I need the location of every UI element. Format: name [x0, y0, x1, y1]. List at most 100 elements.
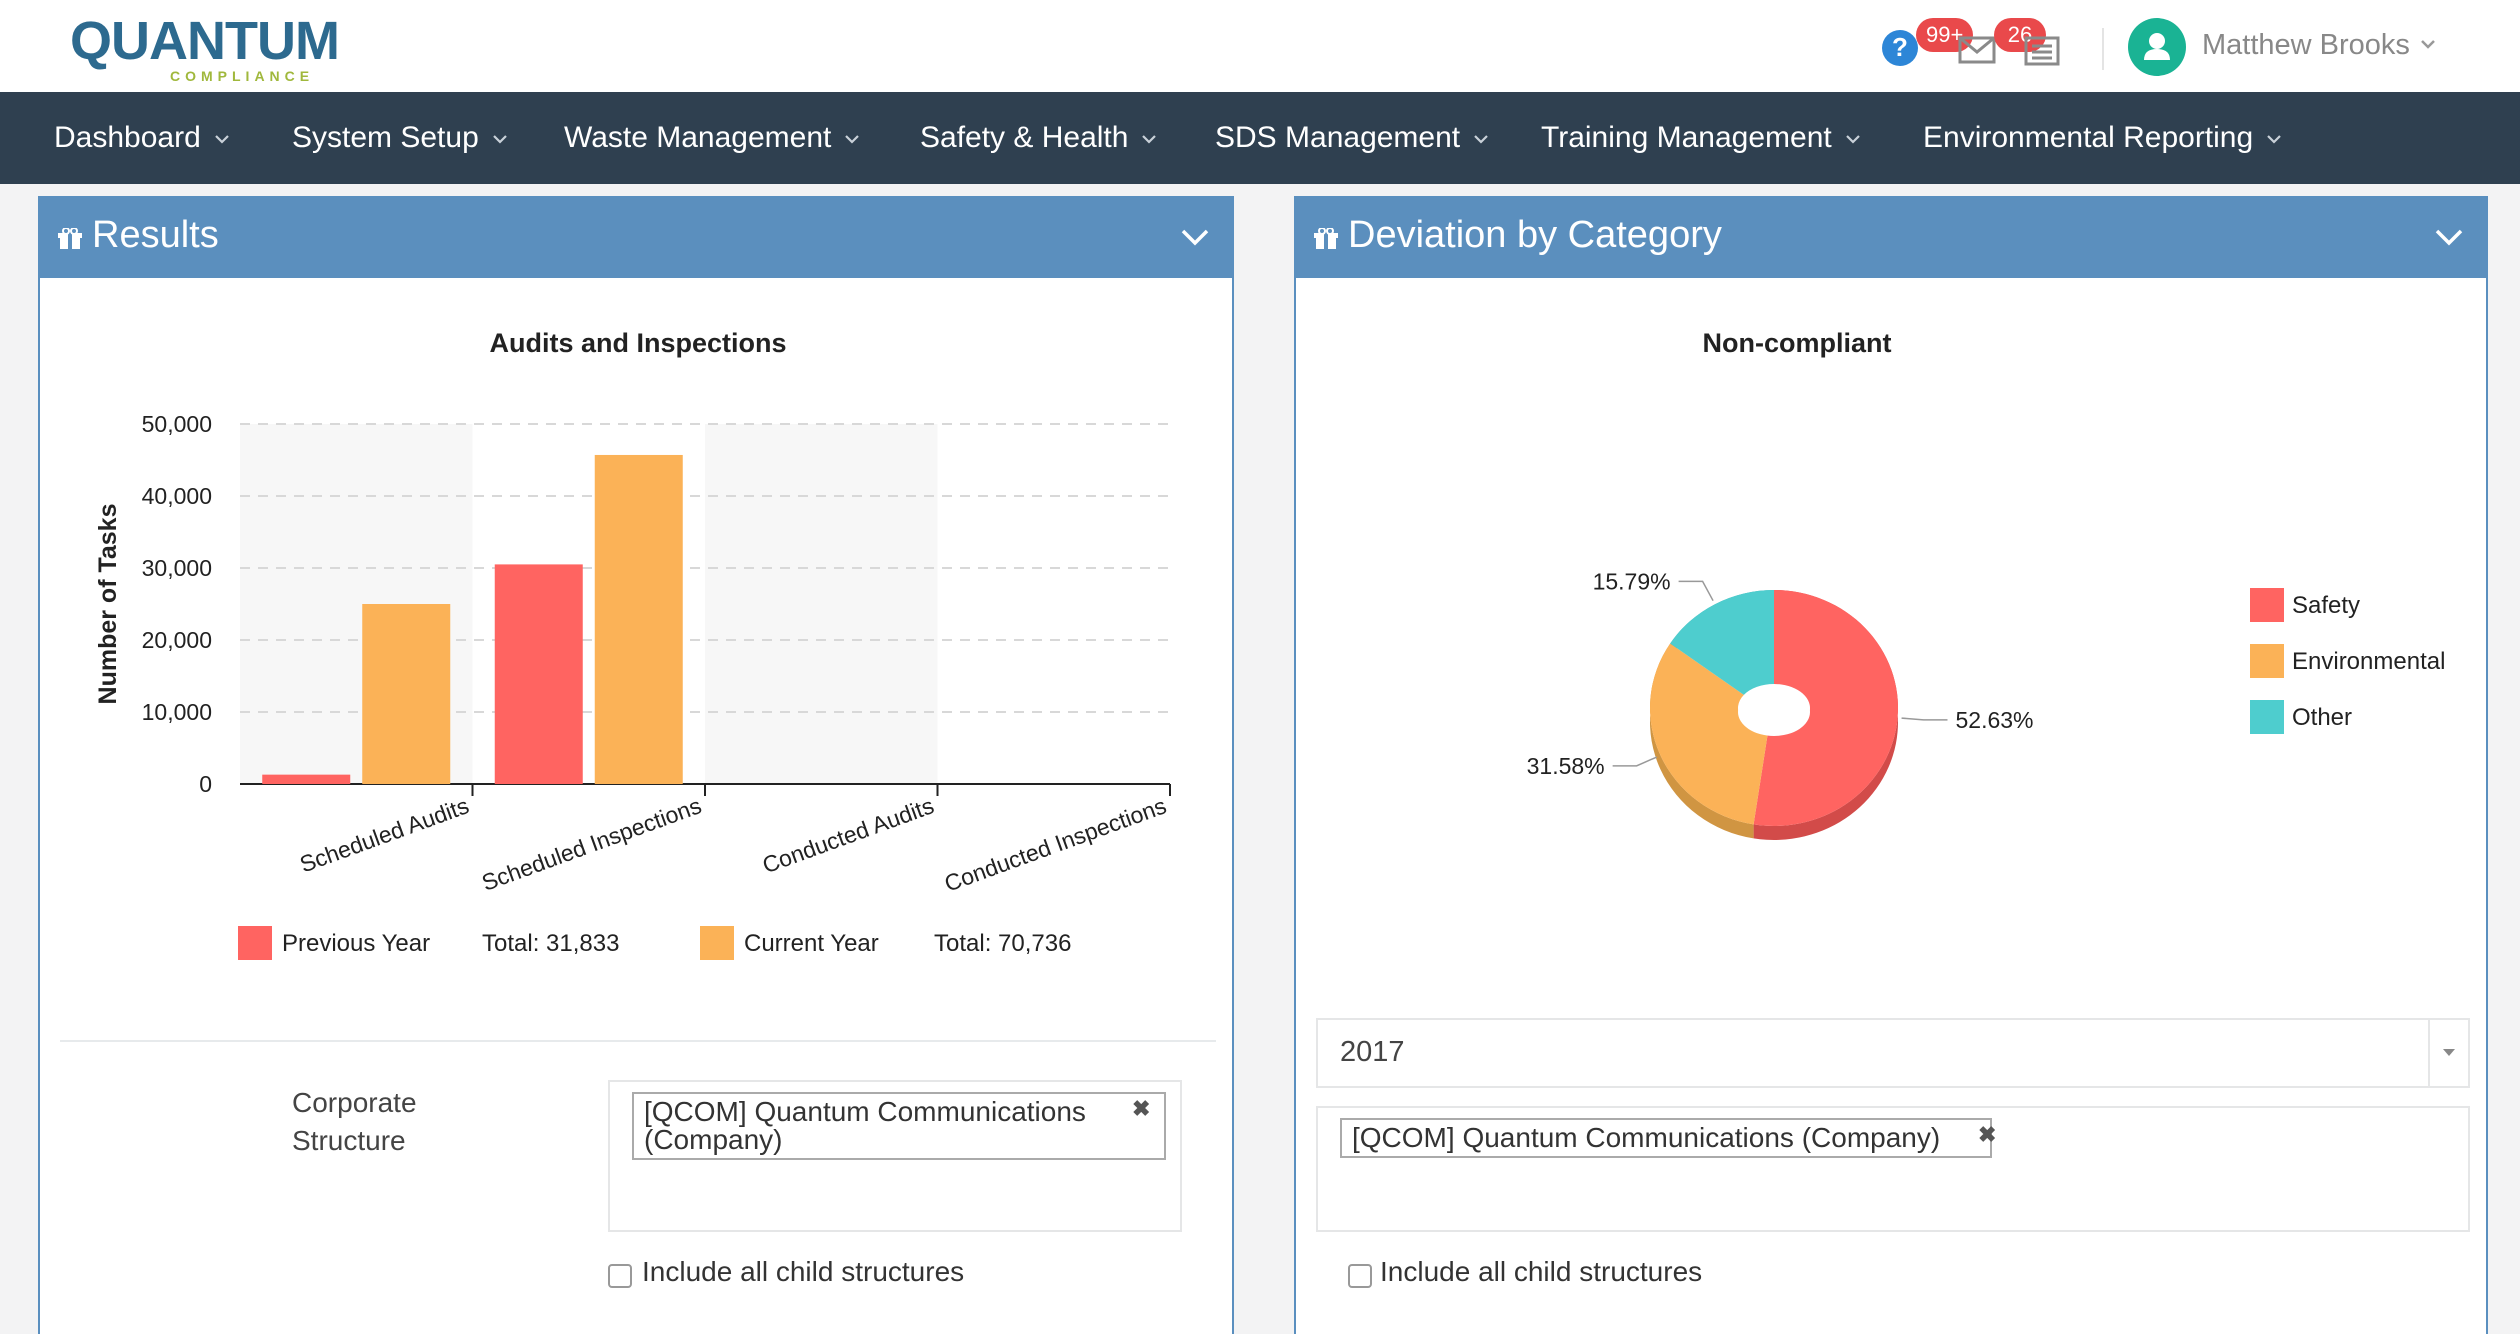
y-tick-label: 10,000 — [142, 699, 212, 725]
pie-label-connector — [1901, 717, 1948, 721]
plot-band — [705, 424, 938, 784]
pie-hole — [1738, 688, 1810, 736]
gift-icon — [58, 228, 82, 249]
legend-label-environmental[interactable]: Environmental — [2292, 648, 2446, 675]
x-tick-label: Conducted Inspections — [941, 792, 1170, 896]
include-child-checkbox[interactable] — [608, 1264, 632, 1288]
deviation-structure-field[interactable]: [QCOM] Quantum Communications (Company) … — [1316, 1106, 2470, 1232]
nav-label: System Setup — [292, 121, 479, 154]
user-icon — [2144, 33, 2170, 60]
chevron-down-icon[interactable] — [1178, 224, 1212, 250]
pie-label-connector — [1612, 756, 1658, 767]
remove-tag-icon[interactable]: ✖ — [1978, 1122, 1997, 1147]
bar-current-year — [594, 454, 683, 784]
pie-label-connector — [1678, 580, 1714, 602]
help-icon[interactable]: ? — [1880, 28, 1920, 68]
y-axis-title: Number of Tasks — [94, 504, 122, 705]
nav-label: Waste Management — [564, 121, 832, 154]
svg-text:?: ? — [1892, 32, 1908, 62]
header-divider — [2102, 28, 2104, 70]
chevron-down-icon[interactable] — [2432, 224, 2466, 250]
legend-label-previous-year[interactable]: Previous Year — [282, 930, 431, 957]
legend-swatch-environmental[interactable] — [2250, 644, 2284, 678]
x-tick-label: Scheduled Audits — [296, 792, 472, 877]
nav-training-management[interactable]: Training Management — [1541, 92, 1862, 184]
legend-swatch-previous-year[interactable] — [238, 926, 272, 960]
y-tick-label: 50,000 — [142, 411, 212, 437]
chevron-down-icon — [492, 135, 507, 144]
results-panel-header: Results — [40, 198, 1232, 278]
legend-label-current-year[interactable]: Current Year — [744, 930, 879, 957]
list-icon[interactable] — [2022, 28, 2062, 68]
nav-sds-management[interactable]: SDS Management — [1215, 92, 1490, 184]
top-header: QUANTUM COMPLIANCE ? 99+ 26 Matthew Broo — [0, 0, 2520, 92]
audits-bar-chart: 0 10,000 20,000 30,000 40,000 50,000 Number of… — [94, 411, 1171, 897]
legend-label-safety[interactable]: Safety — [2292, 592, 2361, 619]
structure-tag-label: [QCOM] Quantum Communications (Company) — [1352, 1122, 1941, 1153]
legend-swatch-safety[interactable] — [2250, 588, 2284, 622]
deviation-panel-title: Deviation by Category — [1348, 214, 1722, 256]
x-tick-label: Conducted Audits — [759, 792, 937, 878]
legend-total-current-year: Total: 70,736 — [934, 930, 1072, 957]
pie-label-environmental: 31.58% — [1527, 753, 1605, 779]
include-child-checkbox[interactable] — [1348, 1264, 1372, 1288]
nav-dashboard[interactable]: Dashboard — [54, 92, 231, 184]
remove-tag-icon[interactable]: ✖ — [1132, 1096, 1151, 1121]
nav-system-setup[interactable]: System Setup — [292, 92, 509, 184]
corporate-structure-label-text: Corporate Structure — [292, 1087, 417, 1156]
y-tick-label: 40,000 — [142, 483, 212, 509]
x-tick-label: Scheduled Inspections — [478, 792, 704, 896]
include-child-label[interactable]: Include all child structures — [1380, 1256, 1703, 1287]
structure-tag[interactable]: [QCOM] Quantum Communications (Company) — [1340, 1118, 1993, 1158]
chevron-down-icon — [214, 135, 229, 144]
nav-label: SDS Management — [1215, 121, 1461, 154]
logo-subtitle: COMPLIANCE — [170, 68, 315, 84]
y-tick-label: 0 — [199, 771, 212, 797]
caret-down-icon — [2443, 1049, 2455, 1056]
results-panel-title: Results — [92, 214, 219, 256]
main-navbar: Dashboard System Setup Waste Management … — [0, 92, 2520, 184]
corporate-structure-label: Corporate Structure — [292, 1084, 492, 1160]
bar-previous-year — [262, 774, 351, 784]
legend-label-other[interactable]: Other — [2292, 704, 2353, 731]
year-select[interactable]: 2017 — [1316, 1018, 2470, 1088]
chevron-down-icon — [1142, 135, 1157, 144]
nav-label: Safety & Health — [920, 121, 1129, 154]
legend-swatch-current-year[interactable] — [700, 926, 734, 960]
corporate-structure-field[interactable]: [QCOM] Quantum Communications (Company) … — [608, 1080, 1182, 1232]
pie-label-safety: 52.63% — [1955, 707, 2033, 733]
non-compliant-pie-chart: 52.63% 31.58% 15.79% — [1527, 568, 2034, 840]
structure-tag[interactable]: [QCOM] Quantum Communications (Company) — [632, 1092, 1166, 1160]
nav-label: Dashboard — [54, 121, 201, 154]
chevron-down-icon[interactable] — [2418, 34, 2438, 54]
include-child-label[interactable]: Include all child structures — [642, 1256, 965, 1287]
pie-slice-environmental — [1650, 643, 1769, 825]
nav-safety-health[interactable]: Safety & Health — [920, 92, 1158, 184]
year-select-value: 2017 — [1340, 1036, 1405, 1068]
bar-chart-title: Audits and Inspections — [489, 328, 787, 358]
year-select-arrow[interactable] — [2428, 1020, 2468, 1086]
pie-slice-other — [1670, 590, 1774, 695]
chevron-down-icon — [845, 135, 860, 144]
y-tick-label: 20,000 — [142, 627, 212, 653]
results-panel: Results Audits and Inspections 0 10,000 20… — [38, 196, 1234, 1334]
y-tick-label: 30,000 — [142, 555, 212, 581]
nav-environmental-reporting[interactable]: Environmental Reporting — [1923, 92, 2283, 184]
pie-label-other: 15.79% — [1593, 568, 1671, 594]
mail-icon[interactable] — [1958, 28, 1996, 68]
legend-swatch-other[interactable] — [2250, 700, 2284, 734]
structure-tag-label: [QCOM] Quantum Communications (Company) — [644, 1096, 1086, 1155]
pie-chart-title: Non-compliant — [1702, 328, 1892, 358]
user-name[interactable]: Matthew Brooks — [2202, 29, 2410, 61]
nav-label: Training Management — [1541, 121, 1832, 154]
deviation-panel: Deviation by Category Non-compliant 52.6… — [1294, 196, 2488, 1334]
avatar[interactable] — [2128, 18, 2186, 76]
deviation-panel-header: Deviation by Category — [1296, 198, 2486, 278]
help-badge: 99+ — [1916, 18, 1974, 52]
bar-previous-year — [494, 564, 583, 784]
nav-waste-management[interactable]: Waste Management — [564, 92, 861, 184]
logo[interactable]: QUANTUM COMPLIANCE — [64, 10, 340, 85]
chevron-down-icon — [1474, 135, 1488, 144]
pie-slice-safety — [1753, 590, 1899, 826]
nav-label: Environmental Reporting — [1923, 121, 2254, 154]
